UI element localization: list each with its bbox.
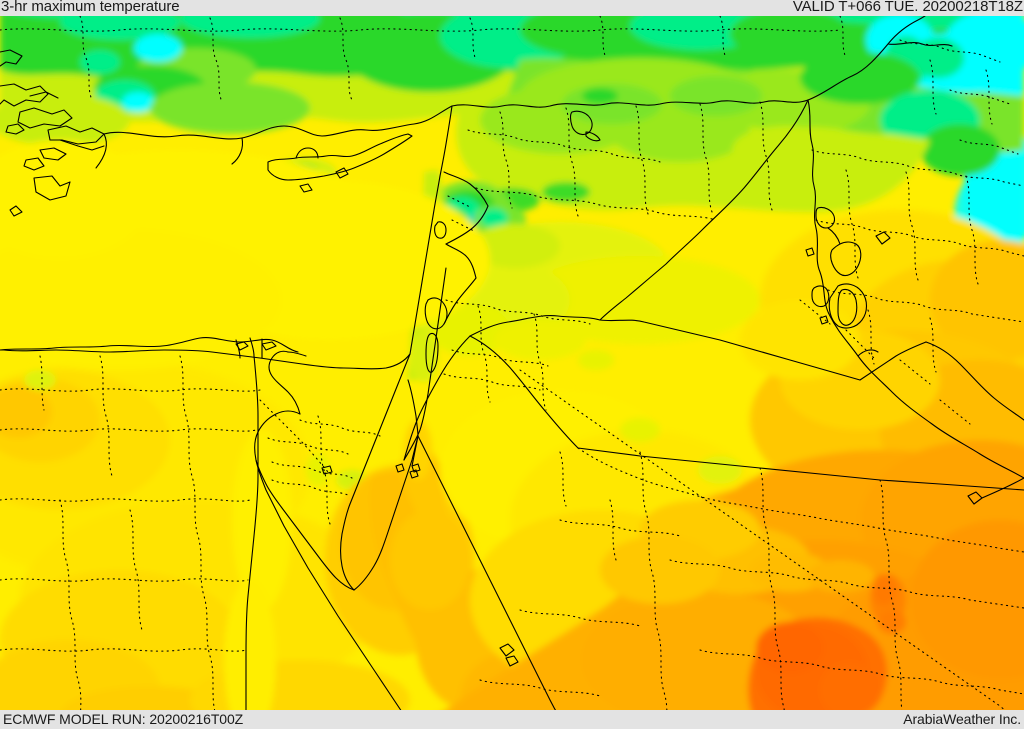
attribution-label: ArabiaWeather Inc. (903, 711, 1021, 727)
map-header-bar: 3-hr maximum temperature VALID T+066 TUE… (0, 0, 1024, 16)
province-borders-layer (0, 15, 1024, 729)
model-run-label: ECMWF MODEL RUN: 20200216T00Z (3, 711, 244, 727)
map-title: 3-hr maximum temperature (1, 0, 180, 15)
valid-time-label: VALID T+066 TUE. 20200218T18Z (792, 0, 1023, 15)
map-footer-bar: ECMWF MODEL RUN: 20200216T00Z ArabiaWeat… (0, 710, 1024, 729)
